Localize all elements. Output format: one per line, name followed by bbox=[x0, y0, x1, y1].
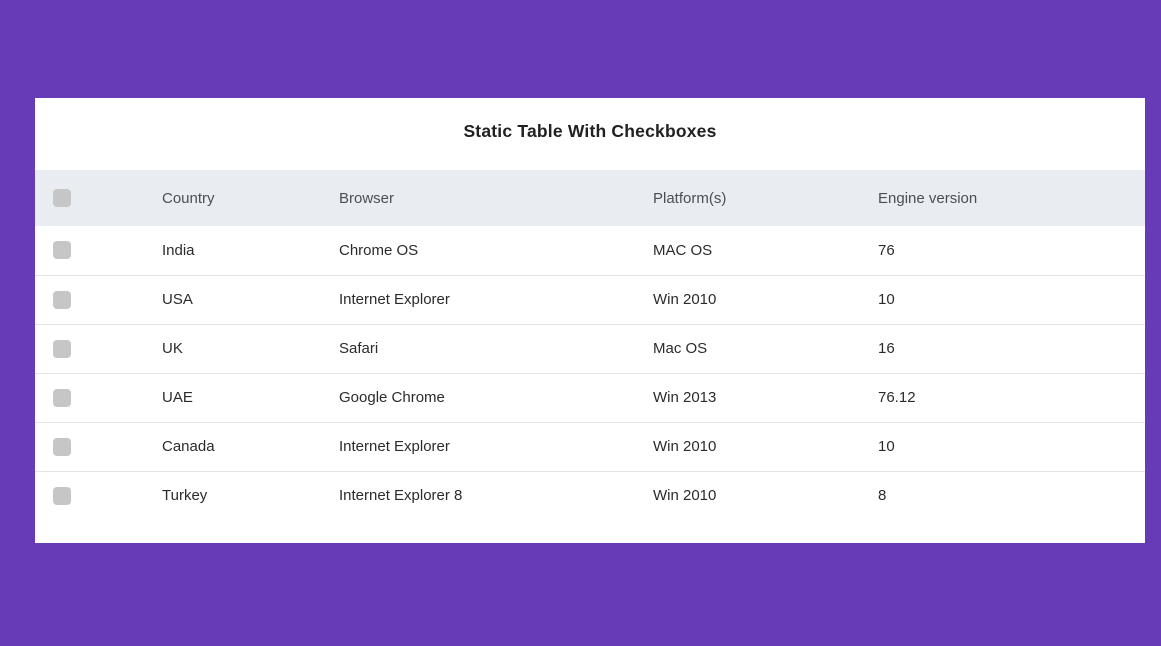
cell-country: UAE bbox=[154, 373, 331, 423]
browsers-table: Country Browser Platform(s) Engine versi… bbox=[35, 170, 1145, 520]
column-header-country: Country bbox=[154, 170, 331, 226]
cell-browser: Internet Explorer 8 bbox=[339, 487, 463, 505]
cell-browser: Google Chrome bbox=[331, 373, 645, 423]
cell-platform: Win 2010 bbox=[645, 422, 870, 472]
cell-platform: Mac OS bbox=[645, 324, 870, 374]
row-checkbox-cell bbox=[35, 373, 154, 423]
row-checkbox[interactable] bbox=[53, 388, 71, 407]
cell-browser: Internet Explorer bbox=[331, 422, 645, 472]
cell-country: Turkey bbox=[162, 487, 208, 505]
row-checkbox-cell bbox=[35, 226, 154, 276]
row-checkbox[interactable] bbox=[53, 486, 71, 505]
table-row: USA Internet Explorer Win 2010 10 bbox=[35, 275, 1145, 325]
cell-platform: Win 2013 bbox=[645, 373, 870, 423]
column-header-platform: Platform(s) bbox=[645, 170, 870, 226]
column-header-engine: Engine version bbox=[870, 170, 1145, 226]
cell-browser: Chrome OS bbox=[331, 226, 645, 276]
cell-country: India bbox=[154, 226, 331, 276]
cell-browser: Safari bbox=[331, 324, 645, 374]
select-all-cell bbox=[35, 170, 154, 226]
row-checkbox[interactable] bbox=[53, 241, 71, 260]
table-row: UAE Google Chrome Win 2013 76.12 bbox=[35, 373, 1145, 423]
table-header-row: Country Browser Platform(s) Engine versi… bbox=[35, 170, 1145, 226]
table-row: India Chrome OS MAC OS 76 bbox=[35, 226, 1145, 276]
cell-country: UK bbox=[154, 324, 331, 374]
row-checkbox-cell bbox=[35, 471, 154, 520]
row-checkbox-cell bbox=[35, 275, 154, 325]
table-row: UK Safari Mac OS 16 bbox=[35, 324, 1145, 374]
cell-platform: Win 2010 bbox=[645, 275, 870, 325]
cell-engine: 10 bbox=[870, 422, 1145, 472]
row-checkbox-cell bbox=[35, 422, 154, 472]
cell-platform: MAC OS bbox=[645, 226, 870, 276]
row-checkbox[interactable] bbox=[53, 290, 71, 309]
row-checkbox[interactable] bbox=[53, 339, 71, 358]
cell-country: USA bbox=[154, 275, 331, 325]
cell-engine: 76.12 bbox=[870, 373, 1145, 423]
table-row: Canada Internet Explorer Win 2010 10 bbox=[35, 422, 1145, 472]
cell-platform: Win 2010 bbox=[653, 487, 717, 505]
page-title: Static Table With Checkboxes bbox=[463, 121, 717, 141]
cell-engine: 8 bbox=[878, 487, 887, 505]
cell-engine: 76 bbox=[870, 226, 1145, 276]
table-card: Static Table With Checkboxes Country Bro… bbox=[35, 98, 1145, 543]
row-checkbox-cell bbox=[35, 324, 154, 374]
cell-engine: 10 bbox=[870, 275, 1145, 325]
cell-engine: 16 bbox=[870, 324, 1145, 374]
select-all-checkbox[interactable] bbox=[53, 189, 71, 208]
column-header-browser: Browser bbox=[331, 170, 645, 226]
cell-country: Canada bbox=[154, 422, 331, 472]
table-row: Turkey Internet Explorer 8 Win 2010 8 bbox=[35, 471, 1145, 520]
row-checkbox[interactable] bbox=[53, 437, 71, 456]
cell-browser: Internet Explorer bbox=[331, 275, 645, 325]
